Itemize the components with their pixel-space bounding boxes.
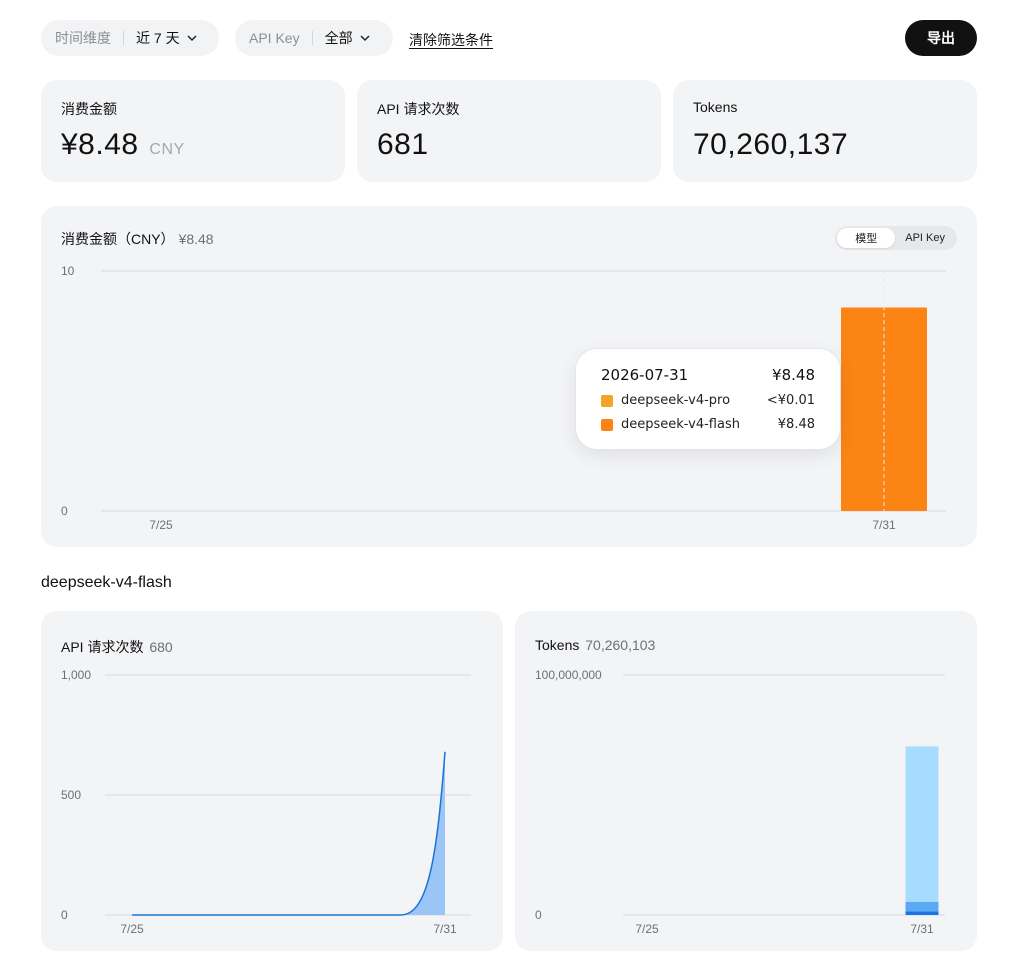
- cost-stat-value: ¥8.48: [61, 128, 139, 161]
- series-line: [132, 751, 446, 916]
- chevron-down-icon: [187, 35, 197, 42]
- tooltip-series-value: <¥0.01: [766, 393, 815, 408]
- requests-stat-value: 681: [377, 128, 429, 161]
- tooltip-row: deepseek-v4-flash ¥8.48: [601, 417, 815, 432]
- x-tick-label: 7/31: [872, 518, 896, 532]
- tooltip-total: ¥8.48: [772, 366, 815, 384]
- tokens-chart-title-wrap: Tokens 70,260,103: [535, 637, 655, 653]
- chart-tooltip: 2026-07-31 ¥8.48 deepseek-v4-pro <¥0.01 …: [575, 348, 841, 450]
- area-fill: [132, 751, 445, 915]
- y-tick-label: 0: [61, 908, 68, 922]
- api-key-filter-label: API Key: [249, 30, 300, 46]
- group-by-toggle: 模型 API Key: [835, 226, 957, 250]
- cost-stat-title: 消费金额: [61, 101, 117, 117]
- divider: [311, 31, 313, 45]
- requests-chart-title: API 请求次数: [61, 639, 144, 655]
- time-filter[interactable]: 时间维度 近 7 天: [41, 20, 219, 56]
- cost-stat-unit: CNY: [149, 141, 185, 158]
- tokens-stat-card: Tokens 70,260,137: [673, 80, 977, 182]
- requests-chart-total: 680: [149, 639, 173, 655]
- tokens-stat-value: 70,260,137: [693, 128, 849, 161]
- cost-chart-title: 消费金额（CNY）: [61, 231, 175, 247]
- tooltip-row: deepseek-v4-pro <¥0.01: [601, 393, 815, 408]
- x-tick-label: 7/31: [433, 922, 457, 936]
- requests-chart-title-wrap: API 请求次数 680: [61, 637, 173, 657]
- requests-chart: 0 500 1,000 7/25 7/31: [61, 668, 471, 936]
- api-key-filter[interactable]: API Key 全部: [235, 20, 393, 56]
- tokens-chart-card: Tokens 70,260,103 0 100,000,000 7/25 7/31: [515, 611, 977, 951]
- legend-swatch: [601, 418, 613, 431]
- api-key-filter-value: 全部: [324, 30, 353, 46]
- time-filter-label: 时间维度: [55, 30, 111, 46]
- chevron-down-icon: [360, 35, 370, 42]
- tokens-chart-total: 70,260,103: [585, 637, 656, 653]
- x-tick-label: 7/25: [149, 518, 173, 532]
- tokens-stat-title: Tokens: [693, 99, 738, 115]
- cost-stat-value-wrap: ¥8.48 CNY: [61, 128, 185, 162]
- toggle-api-key[interactable]: API Key: [905, 232, 945, 244]
- legend-swatch: [601, 394, 613, 407]
- bar: [905, 911, 939, 915]
- divider: [123, 31, 124, 45]
- model-section-title: deepseek-v4-flash: [41, 574, 172, 591]
- requests-stat-title: API 请求次数: [377, 101, 460, 117]
- x-tick-label: 7/25: [120, 922, 144, 936]
- cost-chart-total: ¥8.48: [178, 231, 214, 247]
- bar: [905, 901, 939, 912]
- tokens-chart-title: Tokens: [535, 637, 580, 653]
- y-tick-label: 1,000: [61, 668, 91, 682]
- y-tick-label: 0: [535, 908, 542, 922]
- x-tick-label: 7/25: [635, 922, 659, 936]
- tooltip-series-name: deepseek-v4-pro: [621, 393, 731, 408]
- tooltip-series-name: deepseek-v4-flash: [621, 417, 740, 432]
- tokens-chart: 0 100,000,000 7/25 7/31: [535, 668, 945, 936]
- cost-chart: 0 10 7/25 7/31: [61, 264, 946, 532]
- y-tick-label: 10: [61, 264, 75, 278]
- time-filter-value: 近 7 天: [136, 30, 180, 46]
- toggle-model[interactable]: 模型: [837, 228, 896, 248]
- requests-chart-card: API 请求次数 680 0 500 1,000 7/25 7/31: [41, 611, 503, 951]
- export-button[interactable]: 导出: [905, 20, 977, 56]
- clear-filters-link[interactable]: 清除筛选条件: [409, 32, 493, 48]
- x-tick-label: 7/31: [910, 922, 934, 936]
- y-tick-label: 100,000,000: [535, 668, 602, 682]
- bar: [841, 307, 927, 511]
- y-tick-label: 500: [61, 788, 81, 802]
- cost-stat-card: 消费金额 ¥8.48 CNY: [41, 80, 345, 182]
- y-tick-label: 0: [61, 504, 68, 518]
- cost-chart-title-wrap: 消费金额（CNY） ¥8.48: [61, 229, 214, 249]
- tooltip-date: 2026-07-31: [601, 366, 689, 384]
- bar: [905, 746, 939, 902]
- requests-stat-card: API 请求次数 681: [357, 80, 661, 182]
- tooltip-header: 2026-07-31 ¥8.48: [601, 366, 815, 384]
- tooltip-series-value: ¥8.48: [777, 417, 815, 432]
